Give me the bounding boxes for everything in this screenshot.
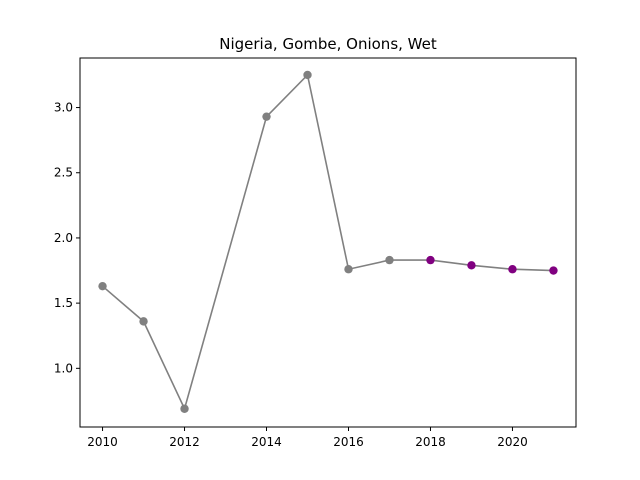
y-tick-label: 2.0 — [54, 231, 73, 245]
data-point — [508, 265, 517, 274]
x-tick-label: 2016 — [333, 435, 364, 449]
data-point — [426, 255, 435, 265]
data-point — [139, 317, 148, 326]
y-tick-label: 1.0 — [54, 361, 73, 375]
x-tick-label: 2012 — [169, 435, 200, 449]
series-line — [102, 73, 554, 412]
chart-title: Nigeria, Gombe, Onions, Wet — [219, 35, 437, 53]
data-point — [98, 281, 107, 291]
x-tick-label: 2018 — [415, 435, 446, 449]
data-point — [180, 404, 189, 413]
plot-area-frame — [79, 57, 577, 428]
data-point — [262, 112, 271, 121]
data-point — [549, 266, 558, 275]
data-point — [303, 70, 312, 80]
data-point — [344, 265, 353, 274]
x-tick-label: 2010 — [87, 435, 118, 449]
series-layer — [98, 70, 558, 413]
y-tick-label: 1.5 — [54, 296, 73, 310]
x-tick-label: 2014 — [251, 435, 282, 449]
x-tick-label: 2020 — [497, 435, 528, 449]
y-tick-label: 3.0 — [54, 101, 73, 115]
data-point — [467, 261, 476, 270]
y-tick-label: 2.5 — [54, 166, 73, 180]
axis-ticks: 2010 2012 2014 2016 2018 2020 1.0 1.5 2.0 2.5 3.0 — [54, 101, 528, 449]
data-point — [385, 255, 394, 265]
